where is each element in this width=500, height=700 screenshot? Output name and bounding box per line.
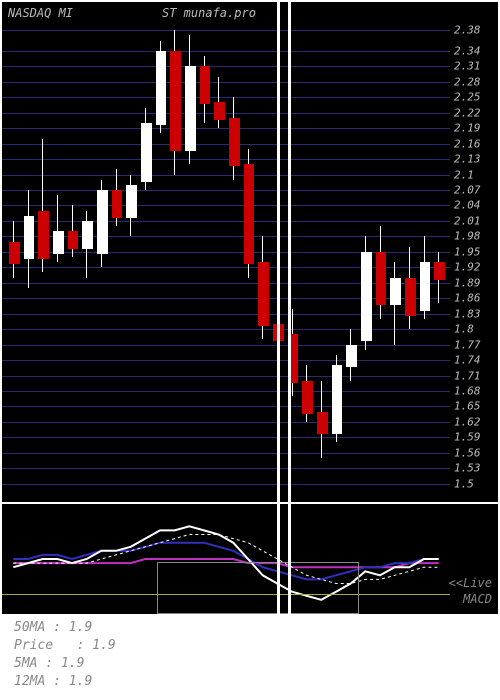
candle-body: [68, 231, 79, 248]
grid-line: [2, 113, 450, 114]
candle-body: [170, 51, 181, 151]
candle-body: [82, 221, 93, 249]
vertical-separator: [277, 2, 280, 614]
yaxis-label: 1.56: [454, 446, 481, 459]
candle-body: [112, 190, 123, 218]
grid-line: [2, 314, 450, 315]
yaxis-label: 2.01: [454, 214, 481, 227]
grid-line: [2, 360, 450, 361]
grid-line: [2, 453, 450, 454]
yaxis-label: 1.83: [454, 307, 481, 320]
chart-container: 2.38 2.34 2.31 2.28 2.25 2.22 2.19 2.16 2.13 2.1 2…: [0, 0, 500, 700]
grid-line: [2, 82, 450, 83]
yaxis-label: 1.65: [454, 400, 481, 413]
yaxis-label: 2.31: [454, 60, 481, 73]
grid-line: [2, 175, 450, 176]
grid-line: [2, 159, 450, 160]
yaxis-label: 2.34: [454, 44, 481, 57]
grid-line: [2, 376, 450, 377]
yaxis-label: 2.25: [454, 91, 481, 104]
candle-body: [97, 190, 108, 254]
candle-body: [38, 211, 49, 259]
yaxis-label: 2.1: [454, 168, 474, 181]
candle-body: [361, 252, 372, 342]
stat-line: Price : 1.9: [14, 638, 116, 653]
macd-zero-line: [2, 594, 450, 595]
macd-info-box: [157, 562, 359, 614]
yaxis-label: 1.92: [454, 261, 481, 274]
candle-body: [258, 262, 269, 326]
grid-line: [2, 329, 450, 330]
yaxis-label: 1.89: [454, 276, 481, 289]
candle-body: [346, 345, 357, 368]
ticker-label-left: NASDAQ MI: [8, 6, 73, 20]
candle-body: [420, 262, 431, 310]
yaxis-label: 1.5: [454, 477, 474, 490]
grid-line: [2, 51, 450, 52]
candle-body: [229, 118, 240, 166]
yaxis-label: 2.38: [454, 24, 481, 37]
candle-body: [156, 51, 167, 125]
candle-body: [126, 185, 137, 218]
grid-line: [2, 97, 450, 98]
yaxis-label: 1.86: [454, 292, 481, 305]
macd-panel: <<Live MACD: [2, 504, 498, 614]
candle-body: [141, 123, 152, 182]
candle-body: [302, 381, 313, 414]
ticker-label-right: ST munafa.pro: [162, 6, 256, 20]
candle-body: [185, 66, 196, 150]
candle-body: [244, 164, 255, 264]
grid-line: [2, 144, 450, 145]
yaxis-label: 1.95: [454, 245, 481, 258]
yaxis-label: 1.77: [454, 338, 481, 351]
yaxis-label: 2.16: [454, 137, 481, 150]
grid-line: [2, 391, 450, 392]
candle-body: [53, 231, 64, 254]
yaxis-label: 1.71: [454, 369, 481, 382]
candle-body: [200, 66, 211, 104]
candlestick-panel: 2.38 2.34 2.31 2.28 2.25 2.22 2.19 2.16 2.13 2.1 2…: [2, 2, 498, 502]
grid-line: [2, 468, 450, 469]
stat-line: 5MA : 1.9: [14, 656, 84, 671]
yaxis-label: 1.8: [454, 323, 474, 336]
macd-live-label: <<Live: [449, 576, 492, 590]
grid-line: [2, 205, 450, 206]
yaxis-label: 2.13: [454, 153, 481, 166]
candle-body: [9, 242, 20, 265]
candle-body: [332, 365, 343, 434]
yaxis-label: 2.04: [454, 199, 481, 212]
grid-line: [2, 221, 450, 222]
candle-body: [376, 252, 387, 306]
stats-panel: 50MA : 1.9 Price : 1.9 5MA : 1.9 12MA : 1.9: [2, 614, 498, 698]
yaxis-label: 2.28: [454, 75, 481, 88]
grid-line: [2, 484, 450, 485]
yaxis-label: 1.98: [454, 230, 481, 243]
yaxis-label: 1.59: [454, 431, 481, 444]
yaxis-label: 2.07: [454, 184, 481, 197]
candle-body: [214, 102, 225, 119]
grid-line: [2, 190, 450, 191]
grid-line: [2, 406, 450, 407]
candle-body: [24, 216, 35, 259]
yaxis-label: 1.74: [454, 354, 481, 367]
stat-line: 50MA : 1.9: [14, 620, 92, 635]
candle-body: [390, 278, 401, 306]
yaxis-label: 1.62: [454, 415, 481, 428]
stat-line: 12MA : 1.9: [14, 674, 92, 689]
yaxis-label: 2.19: [454, 122, 481, 135]
grid-line: [2, 30, 450, 31]
yaxis-label: 2.22: [454, 106, 481, 119]
candle-body: [434, 262, 445, 279]
grid-line: [2, 345, 450, 346]
grid-line: [2, 437, 450, 438]
vertical-separator: [288, 2, 291, 614]
candle-body: [317, 412, 328, 435]
grid-line: [2, 422, 450, 423]
candle-body: [405, 278, 416, 316]
yaxis-label: 1.68: [454, 384, 481, 397]
yaxis-label: 1.53: [454, 462, 481, 475]
macd-label: MACD: [463, 592, 492, 606]
grid-line: [2, 128, 450, 129]
grid-line: [2, 66, 450, 67]
